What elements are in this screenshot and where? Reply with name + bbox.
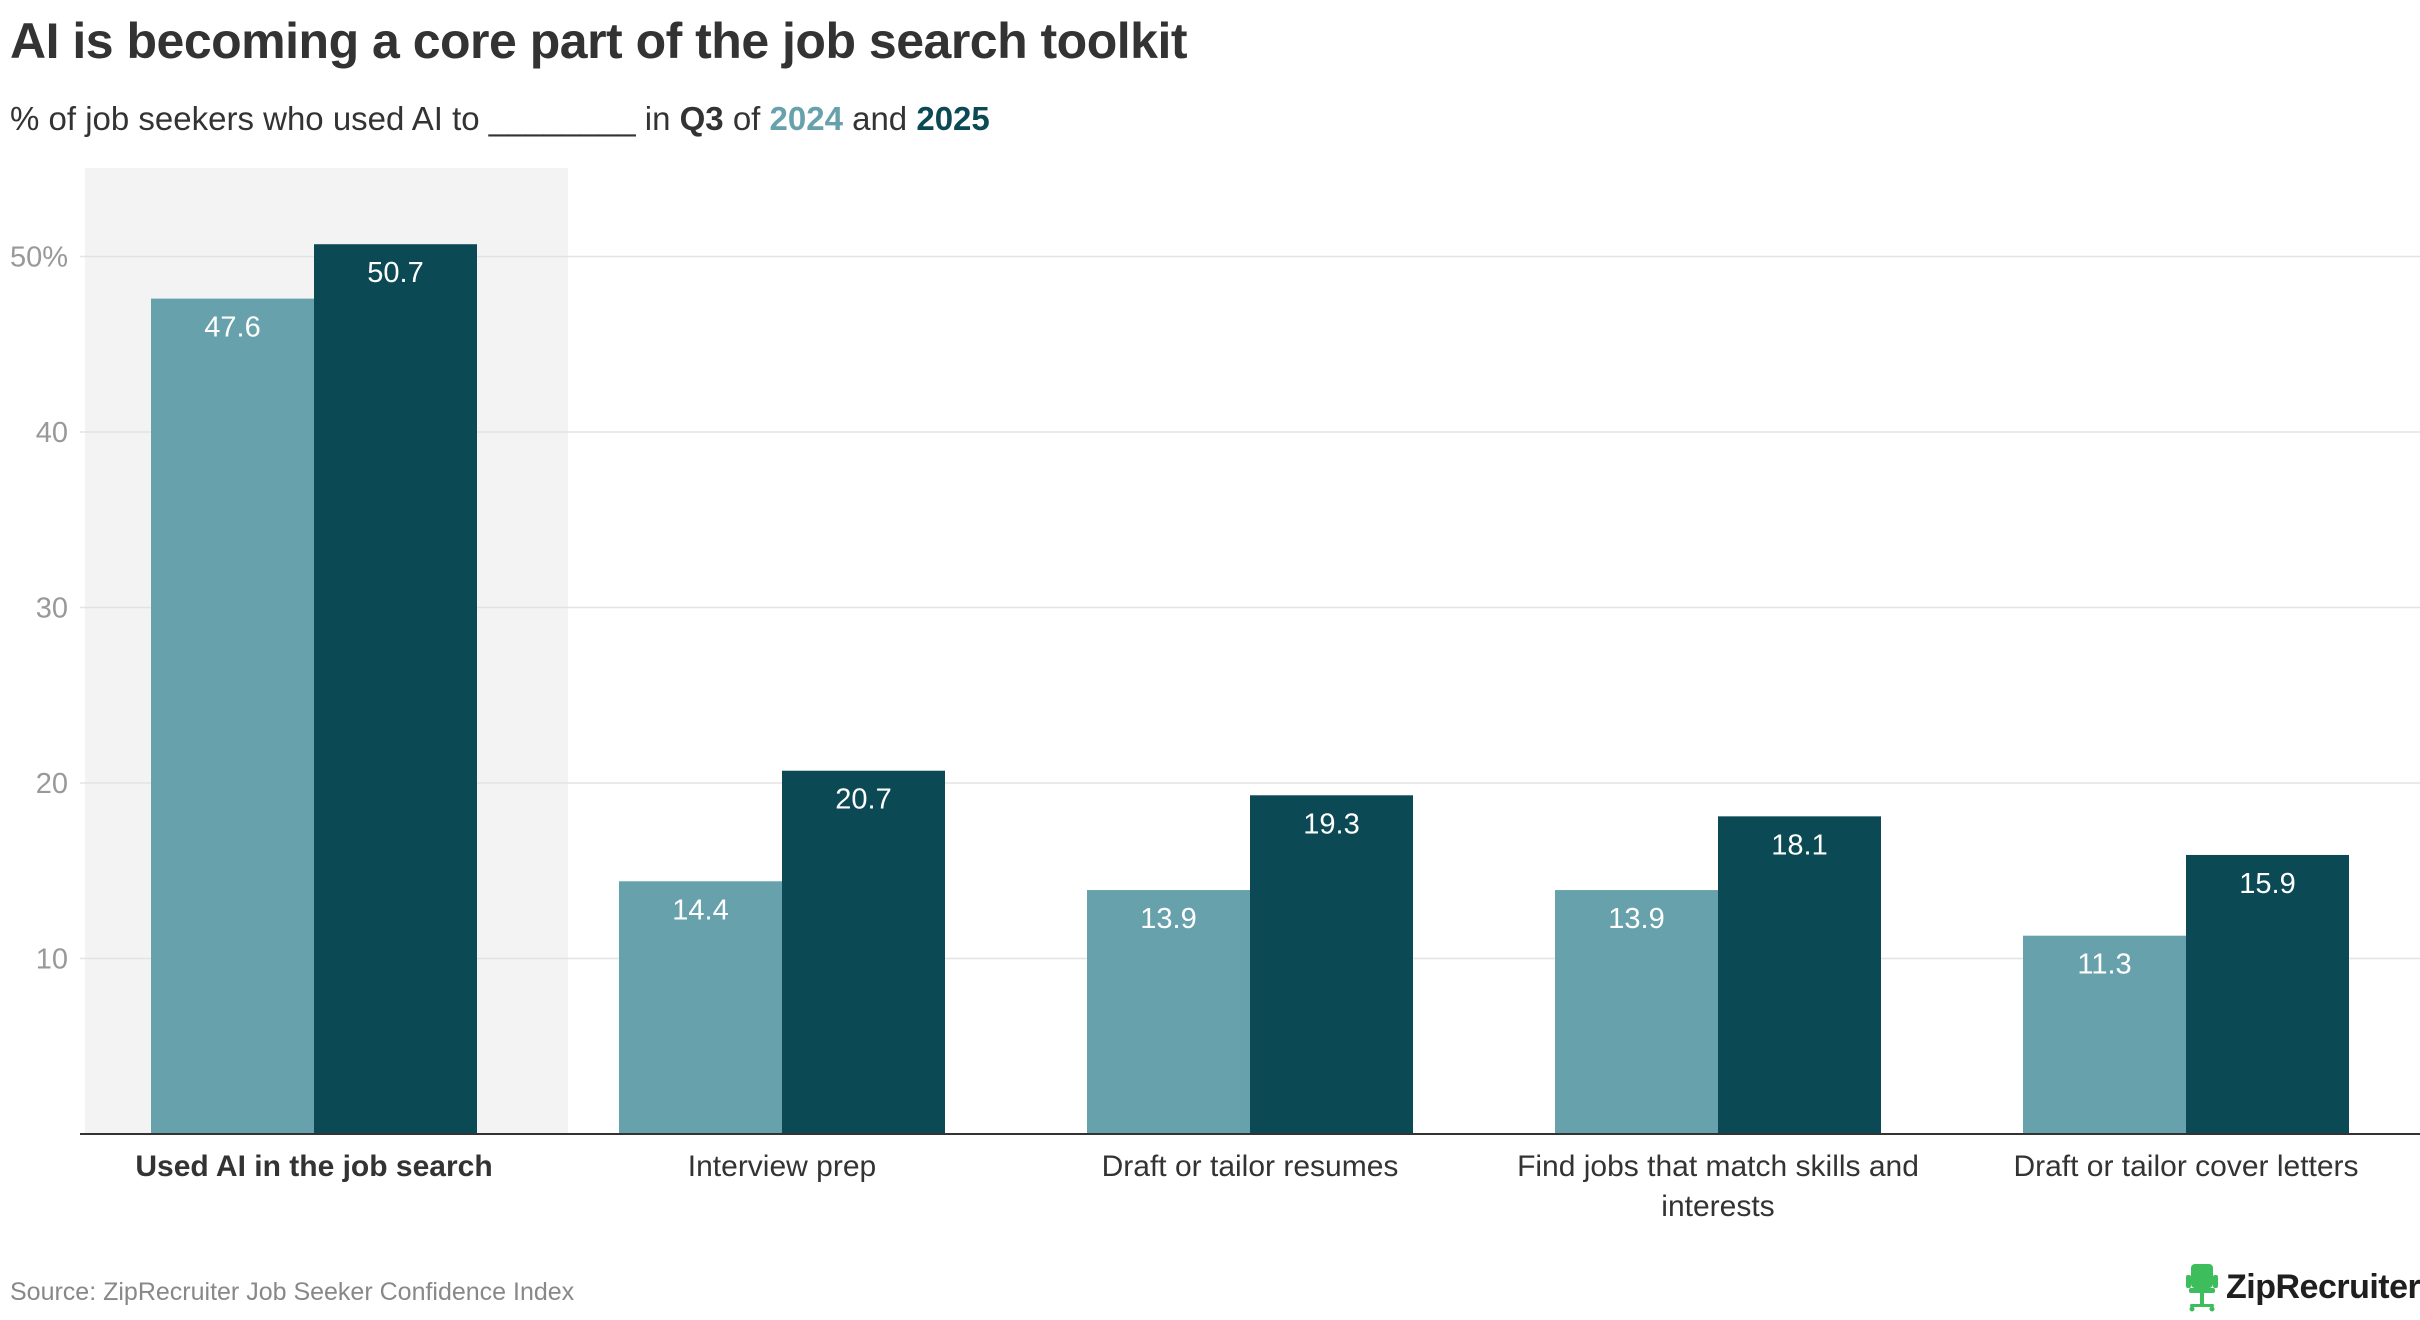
y-tick-label: 40 [36,417,68,449]
bar-2024 [1087,890,1250,1134]
bar-2024 [151,298,314,1134]
bar-2024 [2023,935,2186,1134]
subtitle-prefix: % of job seekers who used AI to ________… [10,100,680,137]
category-label: Draft or tailor resumes [1102,1150,1399,1183]
bar-2024 [619,881,782,1134]
data-label-2025: 15.9 [2239,868,2295,900]
subtitle-year-2024: 2024 [769,100,843,137]
bar-2025 [1250,795,1413,1134]
subtitle-and: and [842,100,917,137]
bar-2024 [1555,890,1718,1134]
category-label: Interview prep [688,1150,876,1183]
logo-wordmark: ZipRecruiter [2226,1267,2420,1306]
chair-icon [2186,1264,2218,1312]
y-tick-label: 10 [36,944,68,976]
source-note: Source: ZipRecruiter Job Seeker Confiden… [10,1278,575,1306]
bar-2025 [1718,816,1881,1134]
data-label-2024: 13.9 [1608,903,1664,935]
data-label-2025: 19.3 [1303,808,1359,840]
bar-2025 [782,770,945,1134]
chart-title: AI is becoming a core part of the job se… [10,13,1188,69]
data-label-2025: 18.1 [1771,829,1827,861]
y-tick-label: 50% [10,242,68,274]
category-label: Used AI in the job search [135,1150,492,1183]
data-label-2024: 13.9 [1140,903,1196,935]
subtitle-quarter: Q3 [679,100,724,137]
data-label-2024: 47.6 [204,312,260,344]
data-label-2024: 11.3 [2077,949,2131,981]
ziprecruiter-logo[interactable]: ZipRecruiter ® [2184,1262,2420,1312]
y-tick-label: 20 [36,768,68,800]
bar-2025 [314,244,477,1135]
data-label-2025: 20.7 [835,784,891,816]
chart-subtitle: % of job seekers who used AI to ________… [10,100,990,138]
data-label-2025: 50.7 [367,257,423,289]
grouped-bar-chart: 10 20 30 40 50% 47.6 50.7 Used AI in the job se… [10,168,2420,1223]
category-label: Draft or tailor cover letters [2013,1150,2358,1183]
category-label: Find jobs that match skills and [1517,1150,1919,1183]
data-label-2024: 14.4 [672,894,728,926]
subtitle-year-2025: 2025 [916,100,990,137]
subtitle-of: of [723,100,770,137]
category-label: interests [1661,1190,1774,1223]
bar-2025 [2186,854,2349,1134]
y-tick-label: 30 [36,593,68,625]
